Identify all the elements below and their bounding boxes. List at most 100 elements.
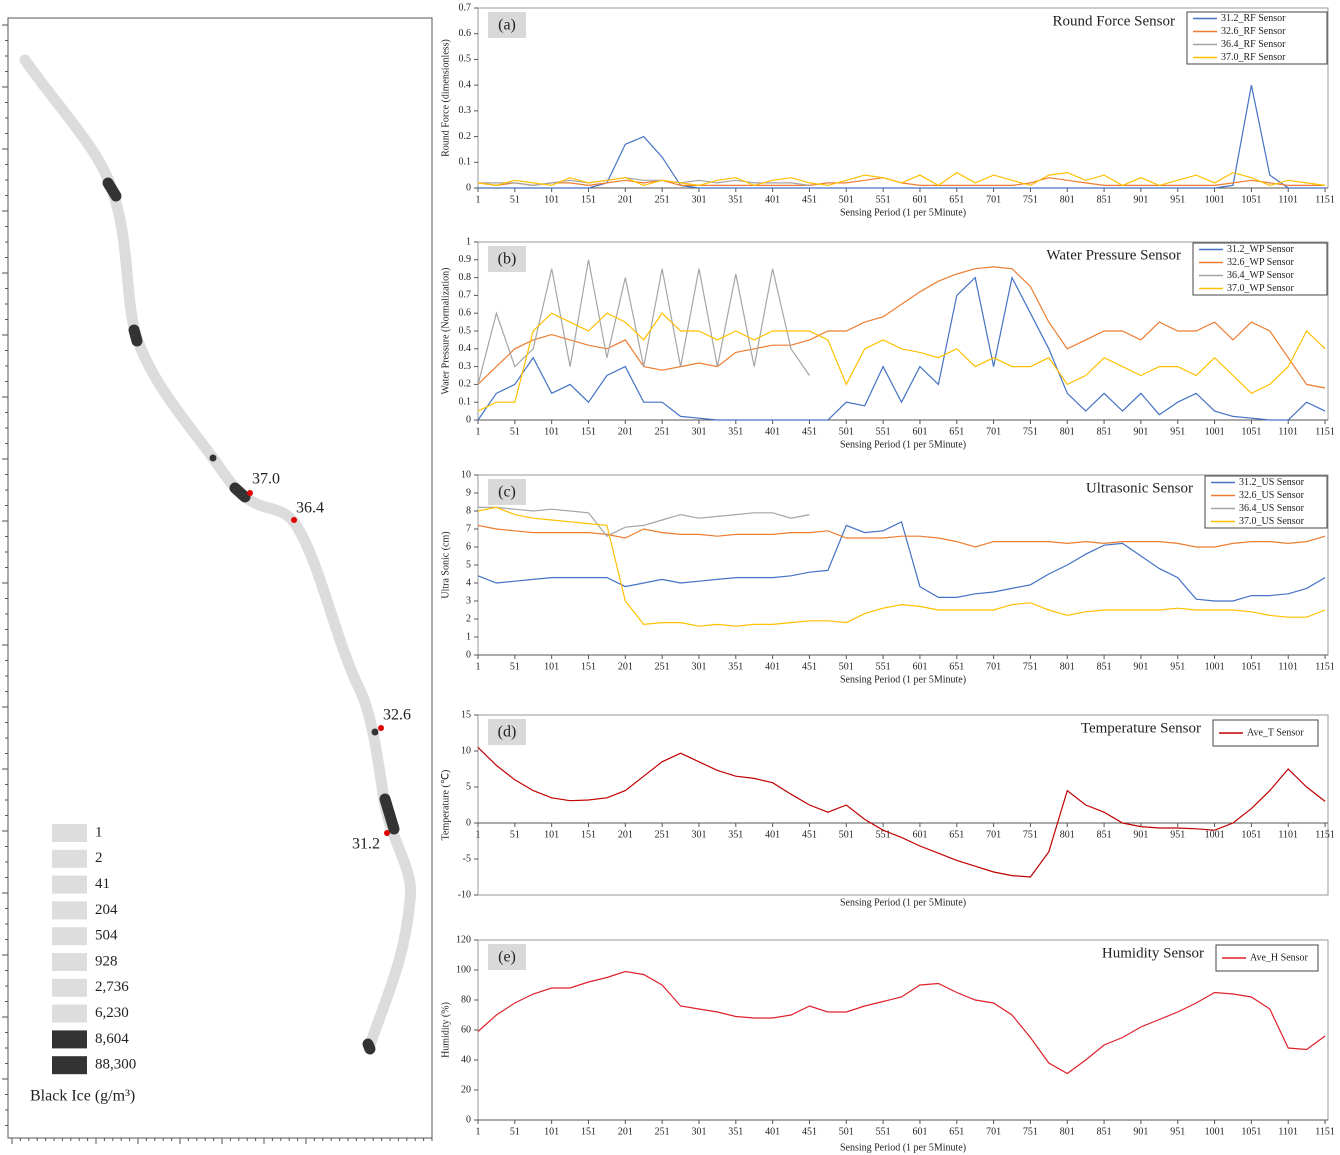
x-tick-label: 901 [1133,661,1148,672]
point-label: 32.6 [383,707,411,724]
legend-label: 36.4_WP Sensor [1227,270,1295,281]
y-tick-label: 60 [461,1024,471,1035]
x-tick-label: 301 [691,661,706,672]
y-tick-label: 40 [461,1054,471,1065]
x-tick-label: 651 [949,194,964,205]
x-tick-label: 351 [728,661,743,672]
y-axis-title: Water Pressure (Normalization) [440,268,451,395]
ice-segment [379,793,400,835]
legend-label: 6,230 [95,1005,129,1021]
x-tick-label: 1001 [1205,829,1225,840]
legend-label: 504 [95,928,118,944]
y-tick-label: 0.8 [459,272,472,283]
x-tick-label: 201 [618,426,633,437]
y-tick-label: 0.3 [459,361,472,372]
road [19,54,417,1054]
y-tick-label: 6 [466,541,471,552]
series-line [477,259,810,385]
legend-label: 204 [95,902,118,918]
x-tick-label: 351 [728,829,743,840]
sensor-point [247,490,253,496]
x-tick-label: 651 [949,661,964,672]
legend-label: 37.0_US Sensor [1239,516,1305,527]
x-tick-label: 601 [912,426,927,437]
series-line [477,746,1326,878]
ice-segment [229,482,251,503]
x-tick-label: 801 [1060,426,1075,437]
x-tick-label: 801 [1060,829,1075,840]
x-tick-label: 301 [691,1126,706,1137]
chart-title: Water Pressure Sensor [1046,247,1181,263]
ice-spot [209,454,217,462]
x-tick-label: 1001 [1205,1126,1225,1137]
series-line [477,275,1326,421]
x-axis-title: Sensing Period (1 per 5Minute) [840,674,966,685]
legend-label: 2,736 [95,979,129,995]
x-tick-label: 351 [728,426,743,437]
sensor-point [384,830,390,836]
y-tick-label: 0.4 [459,343,472,354]
x-tick-label: 301 [691,194,706,205]
x-tick-label: 1151 [1315,194,1335,205]
panel-label-box [488,719,526,745]
x-tick-label: 751 [1023,829,1038,840]
x-tick-label: 551 [876,829,891,840]
y-tick-label: 0 [466,817,471,828]
x-tick-label: 601 [912,194,927,205]
x-tick-label: 251 [655,661,670,672]
chart-title: Temperature Sensor [1081,720,1201,736]
ice-segment [102,177,122,202]
y-tick-label: 0.7 [459,290,472,301]
y-tick-label: 0.1 [459,157,472,168]
y-tick-label: 0 [466,414,471,425]
x-tick-label: 851 [1097,661,1112,672]
legend-label: 32.6_RF Sensor [1221,26,1286,37]
x-tick-label: 101 [544,829,559,840]
x-tick-label: 451 [802,194,817,205]
legend-label: 31.2_WP Sensor [1227,244,1295,255]
x-tick-label: 401 [765,194,780,205]
x-tick-label: 501 [839,426,854,437]
x-tick-label: 1 [476,829,481,840]
series-line [477,177,1326,187]
x-tick-label: 951 [1170,829,1185,840]
x-tick-label: 551 [876,661,891,672]
legend-swatch [52,849,87,868]
legend-title: Black Ice (g/m³) [30,1088,135,1105]
y-tick-label: 10 [461,745,471,756]
y-tick-label: 15 [461,709,471,720]
y-tick-label: 0.9 [459,254,472,265]
legend-swatch [52,1004,87,1023]
x-axis-title: Sensing Period (1 per 5Minute) [840,897,966,908]
x-tick-label: 1 [476,426,481,437]
panel-label: (b) [498,251,517,268]
legend-label: Ave_H Sensor [1250,952,1309,963]
y-tick-label: 100 [456,964,471,975]
x-tick-label: 1101 [1278,194,1298,205]
x-tick-label: 251 [655,194,670,205]
x-tick-label: 51 [510,426,520,437]
ice-spot [371,728,379,736]
x-tick-label: 451 [802,829,817,840]
x-tick-label: 251 [655,1126,670,1137]
legend-label: 2 [95,850,103,866]
x-tick-label: 1 [476,194,481,205]
x-tick-label: 651 [949,829,964,840]
series-line [477,520,1326,602]
x-tick-label: 401 [765,426,780,437]
x-tick-label: 51 [510,661,520,672]
series-line [477,506,1326,627]
x-tick-label: 1 [476,1126,481,1137]
panel-label-box [488,944,526,970]
legend-label: 31.2_RF Sensor [1221,13,1286,24]
x-tick-label: 1101 [1278,1126,1298,1137]
plot-frame [477,714,1329,896]
y-tick-label: 0.2 [459,379,472,390]
x-axis-title: Sensing Period (1 per 5Minute) [840,207,966,218]
x-tick-label: 701 [986,829,1001,840]
panel-label: (c) [498,484,516,501]
x-tick-label: 501 [839,829,854,840]
y-axis-title: Temperature (℃) [440,770,451,841]
legend-label: 36.4_US Sensor [1239,503,1305,514]
x-tick-label: 101 [544,194,559,205]
